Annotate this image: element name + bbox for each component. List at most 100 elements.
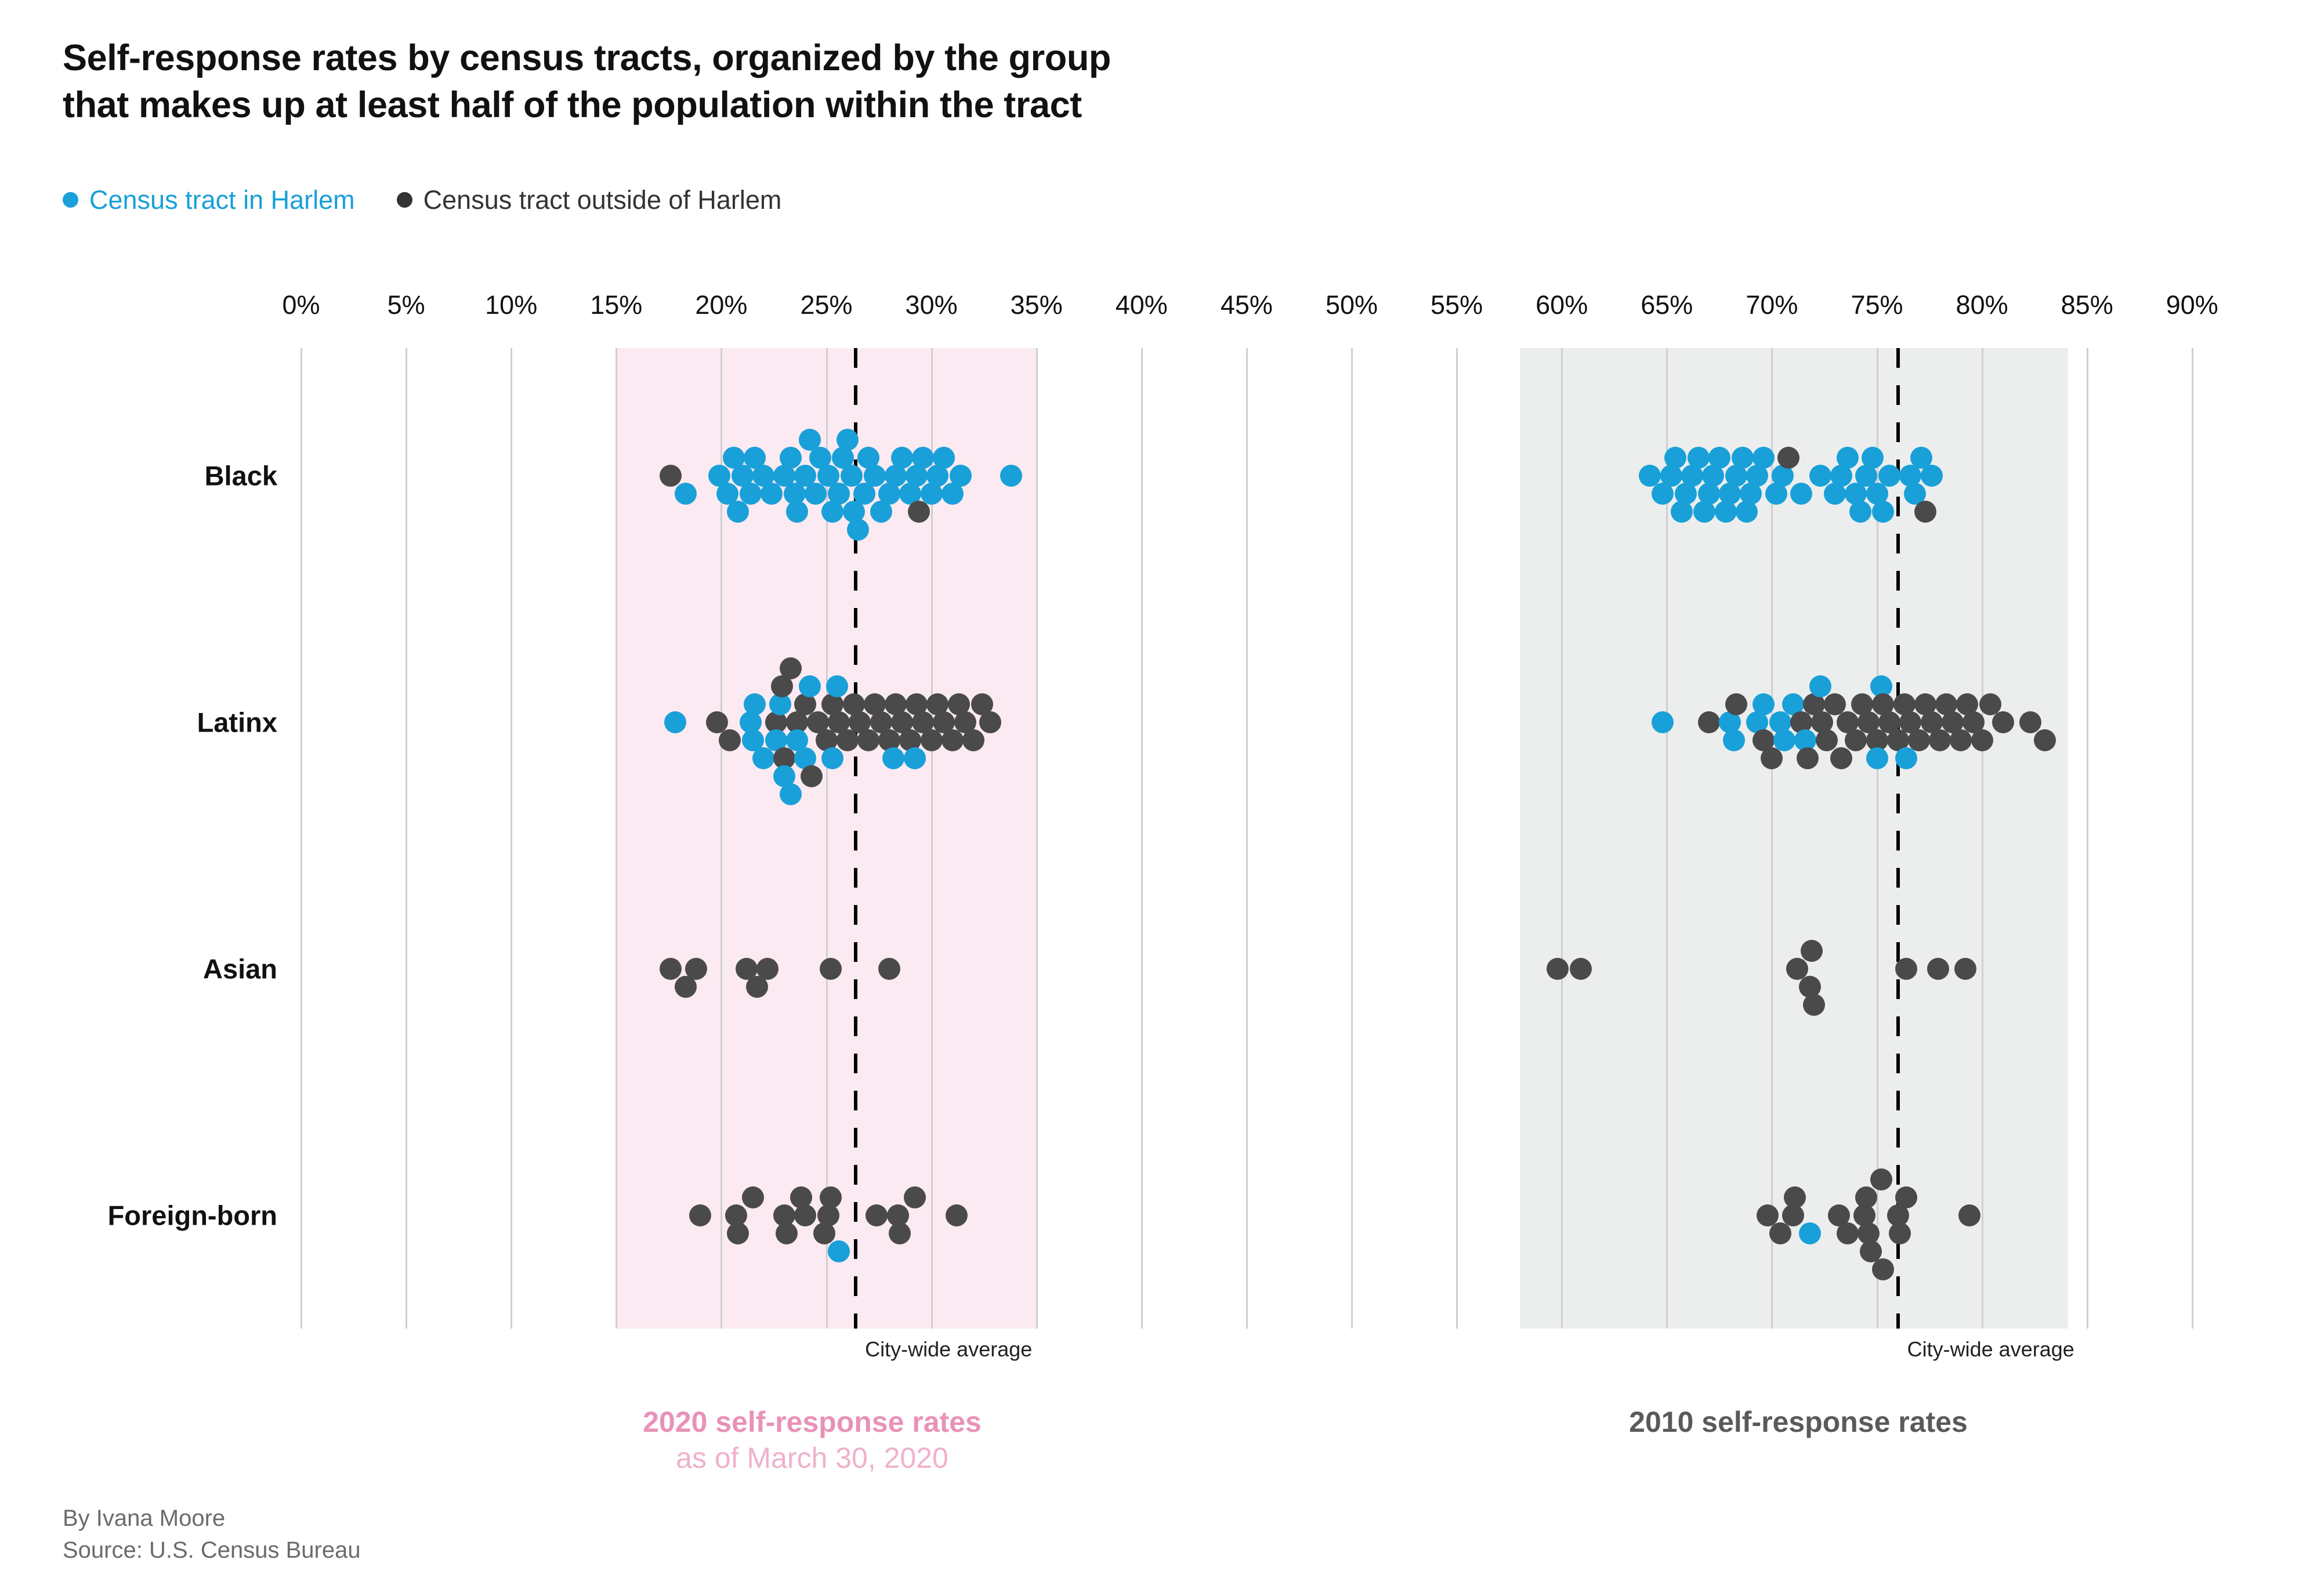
- data-point: [1687, 447, 1710, 469]
- legend-dot-icon-dark: [396, 192, 412, 208]
- gridline-80: [1981, 348, 1983, 1329]
- data-point: [890, 447, 913, 469]
- data-point: [779, 657, 802, 679]
- gridline-85: [2086, 348, 2088, 1329]
- data-point: [1708, 447, 1730, 469]
- data-point: [1895, 958, 1918, 980]
- legend-item-outside-harlem[interactable]: Census tract outside of Harlem: [396, 185, 782, 215]
- data-point: [1000, 465, 1023, 487]
- x-tick-label-0: 0%: [282, 290, 320, 320]
- x-tick-label-40: 40%: [1115, 290, 1168, 320]
- data-point: [1569, 958, 1592, 980]
- panel-caption-main-right: 2010 self-response rates: [1629, 1406, 1968, 1438]
- data-point: [805, 483, 827, 505]
- data-point: [1757, 1204, 1779, 1226]
- data-point: [752, 747, 774, 769]
- data-point: [744, 693, 766, 715]
- legend-item-in-harlem[interactable]: Census tract in Harlem: [63, 187, 355, 213]
- data-point: [866, 1204, 888, 1226]
- data-point: [1958, 1204, 1980, 1226]
- data-point: [828, 1240, 850, 1262]
- data-point: [1859, 1240, 1882, 1262]
- footer-source: Source: U.S. Census Bureau: [63, 1537, 361, 1564]
- data-point: [836, 729, 859, 751]
- data-point: [912, 447, 935, 469]
- data-point: [689, 1204, 712, 1226]
- data-point: [1872, 1258, 1895, 1280]
- data-point: [1809, 675, 1831, 697]
- data-point: [1796, 747, 1819, 769]
- data-point: [794, 693, 817, 715]
- data-point: [761, 483, 783, 505]
- shaded-band-right: [1519, 348, 2069, 1329]
- x-tick-label-65: 65%: [1641, 290, 1693, 320]
- title-line-1: Self-response rates by census tracts, or…: [63, 38, 1111, 78]
- data-point: [1798, 1222, 1821, 1244]
- x-tick-label-45: 45%: [1220, 290, 1273, 320]
- data-point: [1836, 447, 1859, 469]
- gridline-45: [1245, 348, 1248, 1329]
- data-point: [1769, 1222, 1791, 1244]
- data-point: [1979, 693, 2002, 715]
- data-point: [962, 729, 985, 751]
- x-tick-label-35: 35%: [1010, 290, 1063, 320]
- data-point: [1889, 1222, 1911, 1244]
- city-wide-average-line-right: [1896, 348, 1900, 1329]
- chart-footer: By Ivana Moore Source: U.S. Census Burea…: [63, 1503, 361, 1566]
- data-point: [1697, 483, 1720, 505]
- data-point: [1786, 958, 1808, 980]
- gridline-20: [720, 348, 723, 1329]
- gridline-55: [1456, 348, 1458, 1329]
- x-tick-label-5: 5%: [387, 290, 425, 320]
- data-point: [727, 1222, 749, 1244]
- data-point: [933, 447, 955, 469]
- data-point: [1660, 465, 1682, 487]
- data-point: [819, 1186, 842, 1208]
- row-label-foreign-born: Foreign-born: [107, 1200, 277, 1231]
- data-point: [907, 501, 930, 523]
- panel-caption-main-left: 2020 self-response rates: [643, 1406, 982, 1438]
- panel-caption-right: 2010 self-response rates: [1629, 1404, 1968, 1440]
- legend-label-in-harlem: Census tract in Harlem: [89, 185, 355, 215]
- data-point: [1907, 729, 1930, 751]
- data-point: [1802, 994, 1825, 1016]
- data-point: [1815, 729, 1838, 751]
- x-tick-label-30: 30%: [905, 290, 958, 320]
- data-point: [1777, 447, 1800, 469]
- row-label-latinx: Latinx: [197, 707, 277, 738]
- data-point: [2034, 729, 2056, 751]
- data-point: [1801, 940, 1823, 962]
- x-tick-label-70: 70%: [1746, 290, 1798, 320]
- x-tick-label-80: 80%: [1956, 290, 2008, 320]
- x-tick-label-90: 90%: [2166, 290, 2218, 320]
- city-wide-average-label-left: City-wide average: [865, 1337, 1033, 1361]
- data-point: [836, 429, 859, 451]
- data-point: [941, 729, 964, 751]
- chart-title: Self-response rates by census tracts, or…: [63, 35, 1513, 128]
- gridline-30: [930, 348, 933, 1329]
- gridline-0: [300, 348, 302, 1329]
- footer-byline: By Ivana Moore: [63, 1505, 226, 1531]
- data-point: [660, 958, 682, 980]
- data-point: [798, 675, 821, 697]
- data-point: [1849, 501, 1871, 523]
- x-tick-label-10: 10%: [485, 290, 538, 320]
- city-wide-average-label-right: City-wide average: [1907, 1337, 2074, 1361]
- data-point: [846, 519, 869, 541]
- x-tick-label-15: 15%: [590, 290, 643, 320]
- legend-label-outside-harlem: Census tract outside of Harlem: [423, 185, 782, 215]
- data-point: [1920, 465, 1943, 487]
- data-point: [718, 729, 741, 751]
- data-point: [1929, 729, 1951, 751]
- legend-dot-icon-blue: [63, 192, 78, 208]
- data-point: [1652, 711, 1674, 733]
- data-point: [1927, 958, 1949, 980]
- gridline-25: [825, 348, 828, 1329]
- gridline-75: [1876, 348, 1878, 1329]
- data-point: [1862, 447, 1884, 469]
- data-point: [794, 1204, 817, 1226]
- data-point: [863, 465, 886, 487]
- gridline-65: [1666, 348, 1668, 1329]
- row-label-asian: Asian: [203, 953, 277, 985]
